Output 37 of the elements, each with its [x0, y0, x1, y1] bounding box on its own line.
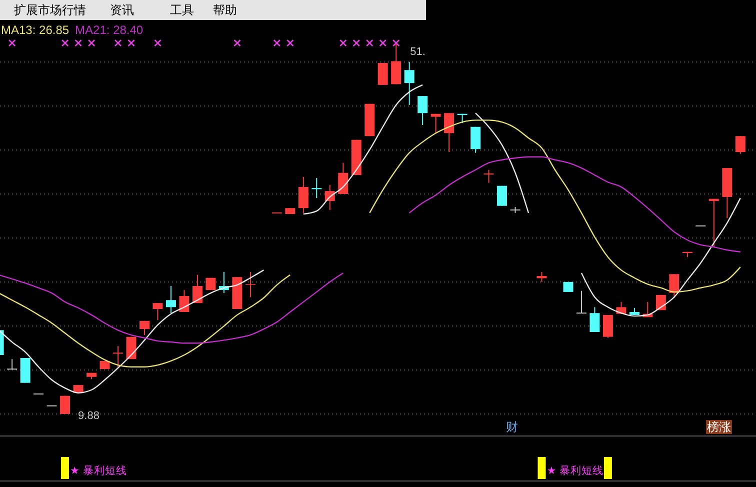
candlestick: [590, 306, 600, 333]
annotation: 9.88: [78, 410, 100, 422]
text: 资讯: [110, 3, 134, 17]
annotation: ★ 暴利短线: [70, 464, 127, 477]
candlestick: [418, 96, 428, 126]
candlestick: [112, 346, 124, 368]
text: MA13: 26.85: [1, 23, 70, 37]
text: 财: [506, 420, 518, 434]
candlestick: [430, 113, 441, 134]
text: 扩展市场行情: [14, 3, 86, 17]
candlestick: [576, 290, 587, 314]
candlestick: [338, 162, 348, 194]
candlestick: [378, 62, 388, 86]
candlestick: [470, 126, 481, 154]
candlestick: [139, 320, 150, 336]
candlestick: [245, 271, 256, 298]
candlestick: [404, 61, 414, 106]
annotation: ★ 暴利短线: [546, 464, 604, 477]
candlestick: [483, 169, 494, 184]
candlestick: [179, 290, 190, 312]
candlestick: [192, 274, 202, 304]
candlestick: [444, 112, 454, 153]
candlestick: [602, 314, 613, 338]
candlestick: [6, 358, 18, 370]
candlestick: [298, 176, 308, 214]
candlestick: [735, 136, 746, 154]
text: 帮助: [213, 3, 237, 17]
text: MA21: 28.40: [75, 23, 144, 37]
candlestick: [708, 198, 719, 248]
annotation: 51.: [410, 46, 426, 58]
candlestick: [166, 286, 176, 314]
candlestick: [152, 302, 163, 321]
text: 工具: [170, 3, 194, 17]
candlestick: [497, 185, 508, 206]
text: 榜涨: [707, 420, 731, 434]
candlestick: [536, 271, 547, 282]
candlestick: [669, 274, 680, 298]
